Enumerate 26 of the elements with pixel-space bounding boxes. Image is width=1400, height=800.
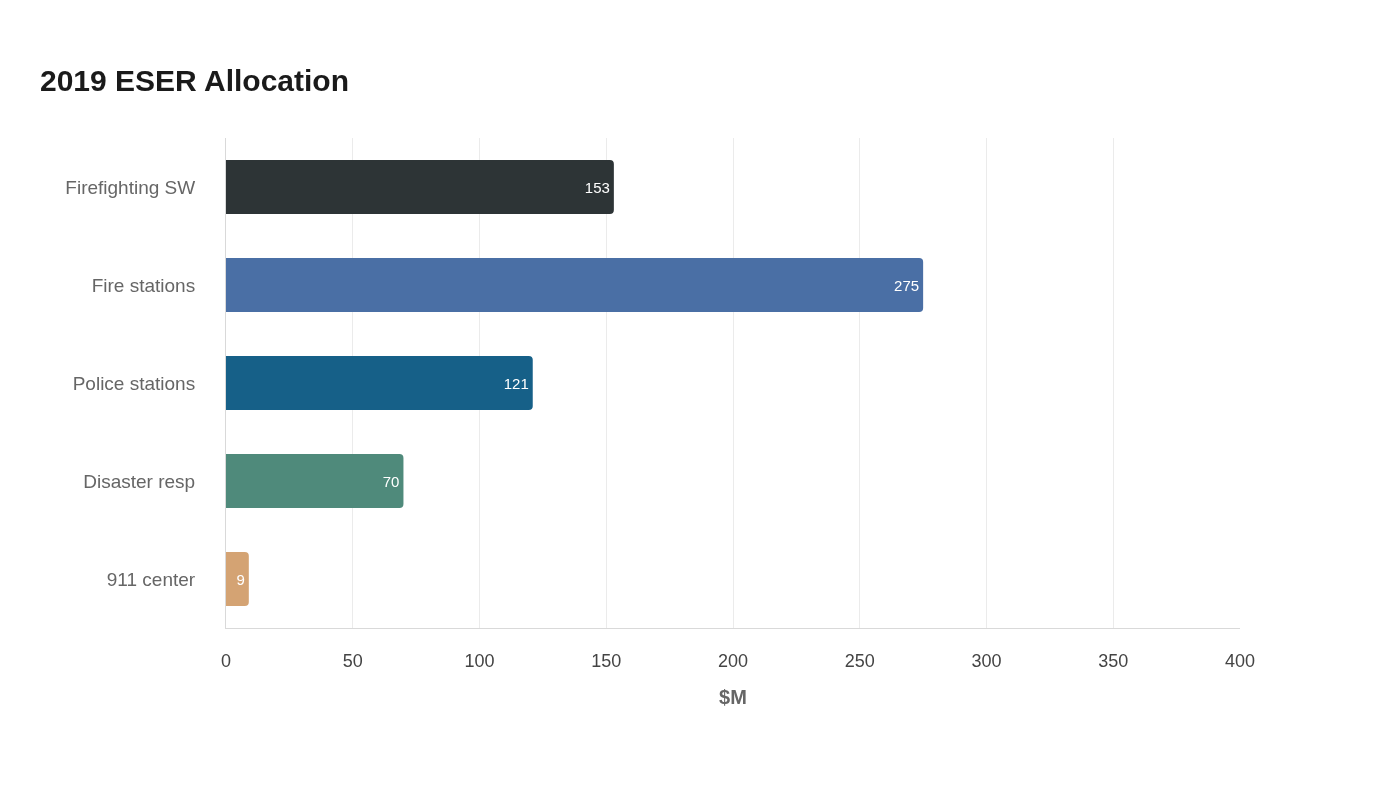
- bar: [226, 454, 404, 508]
- x-tick-label: 100: [464, 650, 495, 671]
- x-tick-label: 150: [591, 650, 622, 671]
- x-tick-label: 0: [220, 650, 232, 671]
- x-tick-label: 300: [971, 650, 1002, 671]
- chart-title: 2019 ESER Allocation: [40, 63, 349, 97]
- x-tick-label: 350: [1098, 650, 1129, 671]
- x-tick-label: 250: [844, 650, 875, 671]
- y-tick-label: Disaster resp: [83, 470, 196, 492]
- x-tick-label: 400: [1224, 650, 1256, 671]
- y-tick-label: 911 center: [106, 568, 196, 590]
- data-label: 70: [382, 472, 400, 490]
- data-label: 9: [236, 570, 245, 588]
- x-tick-label: 50: [342, 650, 363, 671]
- y-tick-label: Firefighting SW: [65, 176, 196, 198]
- bar: [226, 258, 924, 312]
- x-axis-title: $M: [719, 686, 747, 709]
- y-tick-label: Police stations: [72, 372, 196, 394]
- bar: [226, 356, 533, 410]
- data-label: 121: [503, 374, 529, 392]
- data-label: 275: [894, 276, 920, 294]
- y-tick-label: Fire stations: [91, 274, 196, 296]
- bar: [226, 160, 614, 214]
- data-label: 153: [584, 178, 610, 196]
- bar: [226, 552, 249, 606]
- x-tick-label: 200: [717, 650, 749, 671]
